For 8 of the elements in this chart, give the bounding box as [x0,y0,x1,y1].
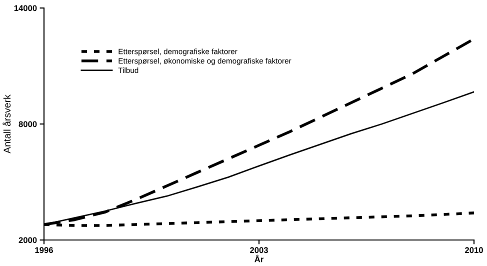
y-tick-label: 8000 [18,121,37,128]
x-tick-label: 2010 [465,247,483,254]
y-tick-label: 2000 [18,237,37,244]
y-axis-title: Antall årsverk [2,94,11,154]
y-tick-label: 14000 [14,5,37,12]
x-tick-label: 1996 [35,247,53,254]
x-axis-title: År [254,254,264,262]
x-tick-label: 2003 [250,247,268,254]
